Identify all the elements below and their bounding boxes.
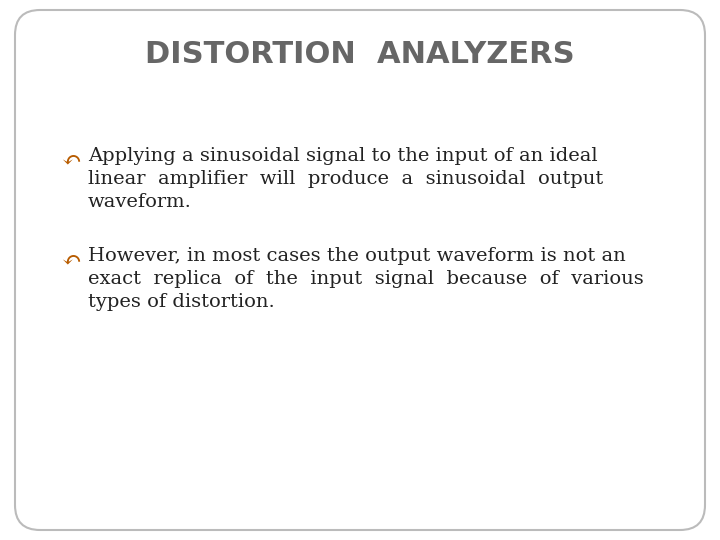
Text: types of distortion.: types of distortion. [88, 293, 275, 311]
Text: DISTORTION  ANALYZERS: DISTORTION ANALYZERS [145, 40, 575, 69]
Text: waveform.: waveform. [88, 193, 192, 211]
Text: exact  replica  of  the  input  signal  because  of  various: exact replica of the input signal becaus… [88, 270, 644, 288]
Text: ↶: ↶ [62, 150, 82, 173]
FancyBboxPatch shape [15, 10, 705, 530]
Text: ↶: ↶ [62, 250, 82, 273]
Text: However, in most cases the output waveform is not an: However, in most cases the output wavefo… [88, 247, 626, 265]
Text: linear  amplifier  will  produce  a  sinusoidal  output: linear amplifier will produce a sinusoid… [88, 170, 603, 188]
Text: Applying a sinusoidal signal to the input of an ideal: Applying a sinusoidal signal to the inpu… [88, 147, 598, 165]
